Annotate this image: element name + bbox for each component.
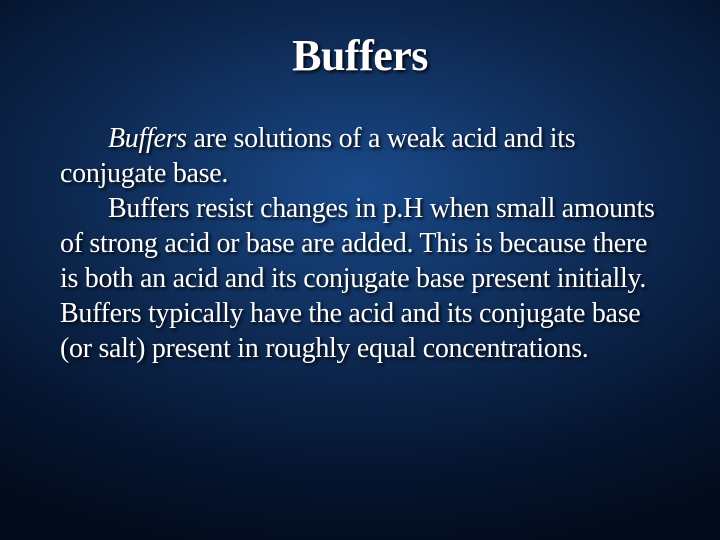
paragraph-1: Buffers are solutions of a weak acid and… (60, 121, 660, 191)
p1-lead-italic: Buffers (108, 123, 187, 154)
paragraph-2: Buffers resist changes in p.H when small… (60, 191, 660, 366)
slide-body: Buffers are solutions of a weak acid and… (60, 121, 660, 366)
slide-container: Buffers Buffers are solutions of a weak … (0, 0, 720, 540)
slide-title: Buffers (60, 30, 660, 81)
